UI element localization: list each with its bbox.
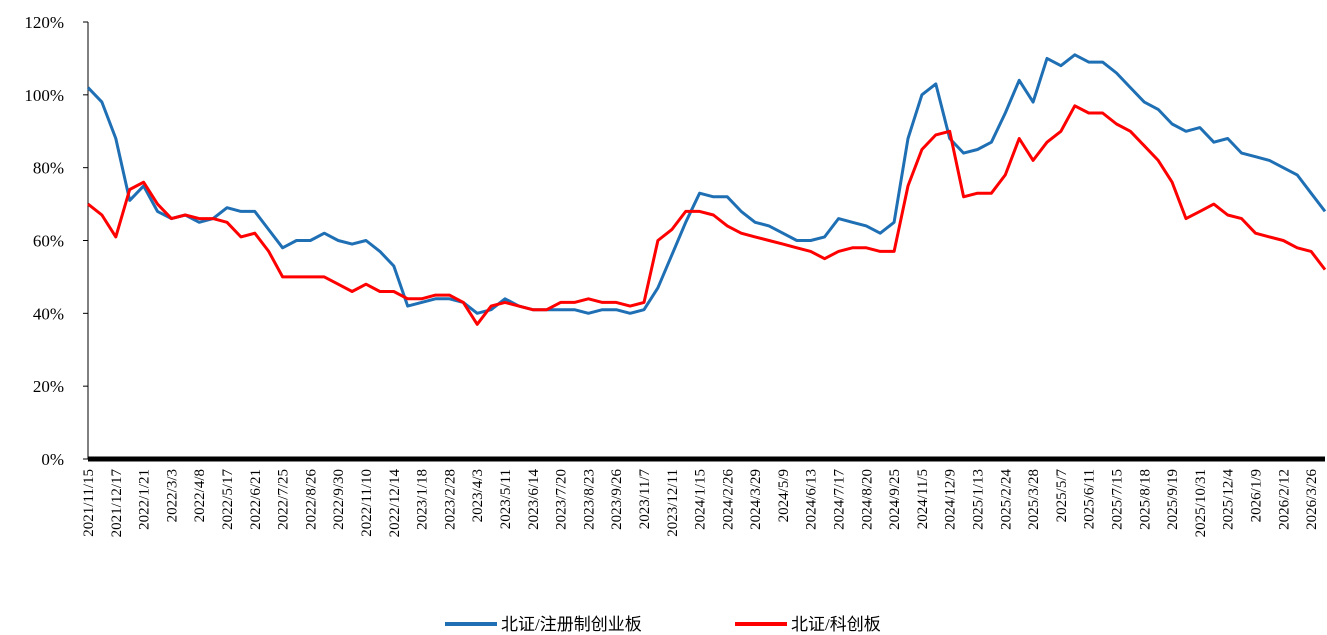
x-tick-label: 2024/8/20 <box>859 469 875 530</box>
x-tick-label: 2025/2/24 <box>998 469 1014 530</box>
x-tick-label: 2026/2/12 <box>1276 469 1292 530</box>
y-tick-label: 100% <box>24 86 64 105</box>
y-tick-label: 0% <box>41 450 64 469</box>
x-tick-label: 2024/1/15 <box>693 469 709 530</box>
x-tick-label: 2023/11/7 <box>637 469 653 530</box>
x-tick-label: 2021/11/15 <box>81 469 97 537</box>
y-tick-label: 20% <box>33 377 64 396</box>
x-tick-label: 2024/6/13 <box>804 469 820 530</box>
y-tick-label: 80% <box>33 159 64 178</box>
x-tick-label: 2025/7/15 <box>1110 469 1126 530</box>
x-tick-label: 2024/3/29 <box>748 469 764 530</box>
y-tick-label: 120% <box>24 13 64 32</box>
legend-label: 北证/注册制创业板 <box>501 615 642 634</box>
x-tick-label: 2022/6/21 <box>248 469 264 530</box>
x-tick-label: 2025/6/11 <box>1082 469 1098 529</box>
x-tick-label: 2025/1/13 <box>971 469 987 530</box>
x-tick-label: 2023/12/11 <box>665 469 681 537</box>
series-line <box>86 53 1327 315</box>
x-tick-label: 2025/10/31 <box>1193 469 1209 537</box>
x-tick-label: 2023/4/3 <box>470 469 486 522</box>
series-line <box>87 104 1327 326</box>
x-tick-label: 2024/5/9 <box>776 469 792 522</box>
x-tick-label: 2022/7/25 <box>276 469 292 530</box>
x-tick-label: 2024/9/25 <box>887 469 903 530</box>
y-tick-label: 40% <box>33 304 64 323</box>
x-tick-label: 2025/9/19 <box>1165 469 1181 530</box>
x-tick-label: 2022/8/26 <box>303 469 319 530</box>
x-tick-label: 2023/1/18 <box>415 469 431 530</box>
x-tick-label: 2023/2/28 <box>442 469 458 530</box>
x-tick-label: 2023/9/26 <box>609 469 625 530</box>
y-tick-label: 60% <box>33 232 64 251</box>
x-tick-label: 2023/5/11 <box>498 469 514 529</box>
x-tick-label: 2025/3/28 <box>1026 469 1042 530</box>
x-tick-label: 2021/12/17 <box>109 469 125 538</box>
x-tick-label: 2026/1/9 <box>1249 469 1265 522</box>
x-tick-label: 2024/2/26 <box>720 469 736 530</box>
x-tick-label: 2022/5/17 <box>220 469 236 530</box>
legend-label: 北证/科创板 <box>791 615 881 634</box>
x-tick-label: 2023/7/20 <box>554 469 570 530</box>
x-tick-label: 2022/12/14 <box>387 469 403 538</box>
x-tick-label: 2024/11/5 <box>915 469 931 529</box>
x-tick-label: 2023/8/23 <box>581 469 597 530</box>
x-tick-label: 2025/8/18 <box>1137 469 1153 530</box>
x-tick-label: 2022/11/10 <box>359 469 375 537</box>
x-tick-label: 2024/7/17 <box>832 469 848 530</box>
x-tick-label: 2025/5/7 <box>1054 469 1070 523</box>
x-tick-label: 2022/3/3 <box>164 469 180 522</box>
x-tick-label: 2024/12/9 <box>943 469 959 530</box>
x-tick-label: 2023/6/14 <box>526 469 542 530</box>
x-tick-label: 2026/3/26 <box>1304 469 1320 530</box>
x-tick-label: 2022/1/21 <box>137 469 153 530</box>
x-tick-label: 2022/4/8 <box>192 469 208 522</box>
x-tick-label: 2025/12/4 <box>1221 469 1237 530</box>
x-tick-label: 2022/9/30 <box>331 469 347 530</box>
